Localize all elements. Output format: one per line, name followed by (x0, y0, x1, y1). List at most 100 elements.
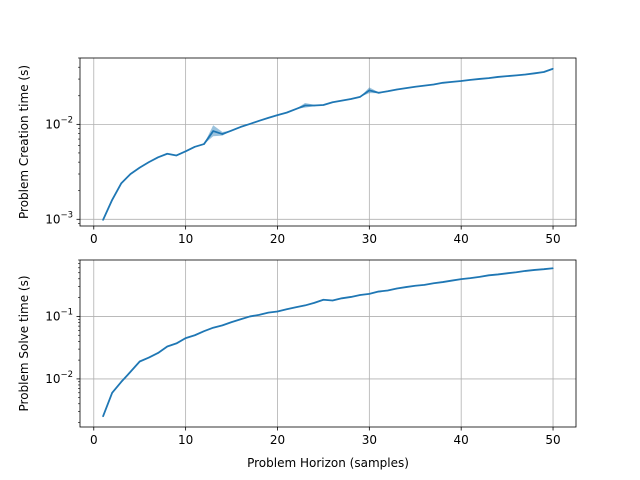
creation-time-axes-frame (79, 57, 577, 227)
creation-time-data-point (506, 75, 508, 77)
solve-time-line (102, 267, 554, 417)
solve-time-data-point (304, 304, 306, 307)
creation-time-data-point (175, 154, 178, 157)
solve-time-data-point (175, 342, 178, 345)
creation-time-data-point (387, 90, 389, 92)
creation-time-data-point (377, 92, 380, 94)
solve-time-xtick-label: 0 (90, 433, 98, 447)
solve-time-data-point (534, 269, 536, 271)
creation-time-data-point (295, 108, 297, 110)
creation-time-data-point (488, 77, 490, 79)
solve-time-data-point (258, 314, 260, 316)
creation-time-data-point (276, 114, 279, 116)
creation-time-data-point (543, 71, 545, 73)
solve-time-data-point (552, 267, 554, 269)
solve-time-data-point (396, 287, 398, 290)
creation-time-data-point (166, 153, 168, 155)
solve-time-data-point (341, 297, 343, 299)
solve-time-grid (80, 260, 576, 427)
solve-time-data-point (359, 294, 361, 296)
creation-time-data-point (433, 83, 435, 86)
creation-time-data-point (524, 73, 527, 76)
solve-time-data-point (230, 321, 233, 323)
creation-time-data-point (442, 82, 444, 84)
solve-time-data-point (276, 310, 279, 313)
creation-time-data-point (212, 130, 214, 132)
solve-time-data-point (469, 277, 471, 279)
solve-time-xtick-label: 30 (362, 433, 377, 447)
creation-time-xtick-label: 50 (545, 232, 560, 246)
solve-time-ticks: 0 10 20 30 40 50 10−2 10−1 (45, 259, 561, 447)
creation-time-data-point (515, 74, 517, 76)
creation-time-data-point (129, 173, 132, 175)
creation-time-data-point (478, 78, 481, 80)
solve-time-data-point (102, 415, 104, 418)
creation-time-ytick-label: 10−2 (45, 115, 73, 131)
creation-time-data-point (221, 133, 223, 135)
solve-time-ylabel: Problem Solve time (s) (17, 275, 31, 411)
creation-time-data-point (414, 86, 416, 88)
creation-time-data-point (396, 88, 398, 91)
creation-time-data-point (313, 104, 315, 107)
creation-time-xtick-label: 10 (178, 232, 193, 246)
creation-time-xtick-label: 30 (362, 232, 377, 246)
solve-time-data-point (111, 392, 113, 394)
solve-time-data-point (442, 281, 444, 283)
creation-time-ytick-label: 10−3 (45, 210, 73, 226)
creation-time-ticks: 0 10 20 30 40 50 10−3 10−2 (45, 57, 561, 246)
solve-time-axes-frame (79, 259, 577, 428)
solve-time-data-point (129, 371, 132, 373)
creation-time-data-point (240, 126, 242, 128)
solve-time-data-point (515, 271, 517, 273)
solve-time-data-point (460, 278, 462, 280)
solve-time-data-point (267, 312, 269, 314)
solve-time-data-point (249, 315, 251, 318)
creation-time-xtick-label: 20 (270, 232, 285, 246)
solve-time-data-point (433, 282, 435, 284)
solve-time-data-point (478, 276, 481, 278)
creation-time-data-point (249, 123, 251, 125)
creation-time-data-point (139, 167, 141, 169)
solve-time-data-point (506, 272, 508, 274)
solve-time-data-point (350, 296, 352, 298)
creation-time-data-point (258, 120, 260, 122)
solve-time-data-point (157, 352, 159, 354)
creation-time-data-point (368, 89, 370, 91)
solve-time-data-point (221, 324, 223, 326)
solve-time-data-point (120, 381, 122, 383)
solve-time-data-point (212, 327, 214, 329)
creation-time-data-point (460, 80, 462, 82)
solve-time-data-point (488, 274, 490, 276)
creation-time-data-point (230, 129, 233, 132)
solve-time-data-point (414, 285, 416, 287)
solve-time-data-point (322, 299, 325, 301)
solve-time-xtick-label: 40 (454, 433, 469, 447)
creation-time-data-point (331, 101, 334, 103)
creation-time-xtick-label: 40 (454, 232, 469, 246)
solve-time-data-point (148, 356, 150, 359)
solve-time-data-point (377, 290, 380, 293)
creation-time-subplot: Problem Creation time (s) 0 10 20 30 40 50 10−… (17, 57, 577, 246)
solve-time-data-point (387, 289, 389, 292)
creation-time-data-point (497, 76, 499, 78)
solve-time-data-point (313, 302, 315, 304)
solve-time-data-point (368, 293, 370, 295)
creation-time-data-point (350, 98, 352, 100)
creation-time-line (102, 67, 554, 221)
solve-time-data-point (185, 337, 187, 339)
creation-time-data-point (102, 219, 104, 221)
creation-time-data-point (451, 81, 453, 83)
creation-time-data-point (111, 199, 113, 201)
solve-time-xtick-label: 50 (545, 433, 560, 447)
creation-time-data-point (322, 104, 325, 106)
creation-time-data-point (405, 87, 407, 89)
creation-time-data-point (534, 72, 536, 74)
creation-time-data-point (304, 104, 306, 107)
solve-time-data-point (139, 360, 141, 363)
creation-time-data-point (267, 117, 269, 119)
creation-time-data-point (203, 143, 205, 145)
solve-time-data-point (405, 286, 407, 288)
solve-time-subplot: Problem Solve time (s) Problem Horizon (… (17, 259, 577, 470)
